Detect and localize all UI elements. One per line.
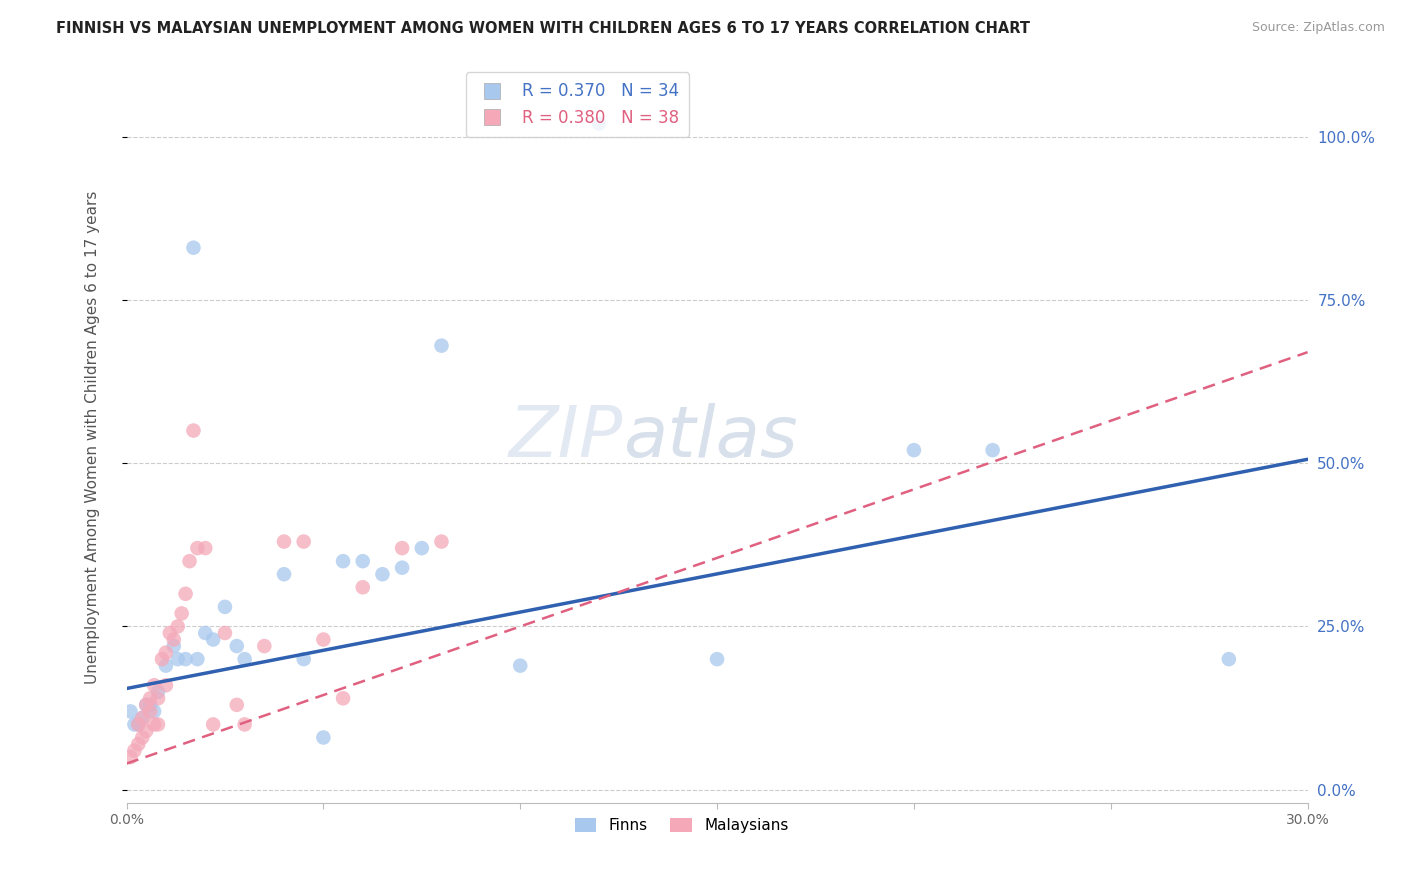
Point <box>155 646 177 660</box>
Point <box>163 632 186 647</box>
Point <box>273 534 295 549</box>
Point <box>225 639 247 653</box>
Point <box>150 652 173 666</box>
Point <box>143 678 166 692</box>
Text: ZIP: ZIP <box>508 402 623 472</box>
Point <box>166 619 188 633</box>
Point <box>352 554 374 568</box>
Point <box>179 554 201 568</box>
Point <box>127 717 149 731</box>
Point <box>706 652 728 666</box>
Point <box>155 658 177 673</box>
Point <box>903 443 925 458</box>
Point <box>292 652 315 666</box>
Point <box>143 717 166 731</box>
Point <box>135 698 157 712</box>
Point <box>411 541 433 555</box>
Point <box>312 731 335 745</box>
Point <box>194 541 217 555</box>
Text: Source: ZipAtlas.com: Source: ZipAtlas.com <box>1251 21 1385 34</box>
Point <box>253 639 276 653</box>
Point <box>186 652 208 666</box>
Point <box>214 599 236 614</box>
Point <box>139 691 162 706</box>
Point <box>174 652 197 666</box>
Point <box>170 607 193 621</box>
Point <box>186 541 208 555</box>
Y-axis label: Unemployment Among Women with Children Ages 6 to 17 years: Unemployment Among Women with Children A… <box>86 190 100 684</box>
Text: atlas: atlas <box>623 402 797 472</box>
Point <box>131 711 153 725</box>
Point <box>332 691 354 706</box>
Point <box>332 554 354 568</box>
Point <box>430 338 453 352</box>
Point <box>155 678 177 692</box>
Point <box>139 698 162 712</box>
Point <box>146 717 169 731</box>
Point <box>124 743 146 757</box>
Point <box>352 580 374 594</box>
Point <box>202 717 225 731</box>
Point <box>233 717 256 731</box>
Point <box>159 626 181 640</box>
Text: FINNISH VS MALAYSIAN UNEMPLOYMENT AMONG WOMEN WITH CHILDREN AGES 6 TO 17 YEARS C: FINNISH VS MALAYSIAN UNEMPLOYMENT AMONG … <box>56 21 1031 36</box>
Point <box>214 626 236 640</box>
Point <box>233 652 256 666</box>
Point <box>127 717 149 731</box>
Point <box>1218 652 1240 666</box>
Point <box>430 534 453 549</box>
Point <box>139 705 162 719</box>
Point <box>225 698 247 712</box>
Point <box>391 541 413 555</box>
Point <box>131 711 153 725</box>
Point <box>163 639 186 653</box>
Point <box>183 424 205 438</box>
Point <box>588 117 610 131</box>
Point <box>312 632 335 647</box>
Point <box>174 587 197 601</box>
Point <box>166 652 188 666</box>
Point <box>135 698 157 712</box>
Point <box>127 737 149 751</box>
Point <box>292 534 315 549</box>
Legend: Finns, Malaysians: Finns, Malaysians <box>568 812 794 839</box>
Point <box>981 443 1004 458</box>
Point <box>131 731 153 745</box>
Point <box>124 717 146 731</box>
Point <box>371 567 394 582</box>
Point <box>120 750 142 764</box>
Point <box>202 632 225 647</box>
Point <box>391 560 413 574</box>
Point <box>146 685 169 699</box>
Point <box>273 567 295 582</box>
Point <box>183 241 205 255</box>
Point <box>135 723 157 738</box>
Point <box>120 705 142 719</box>
Point <box>194 626 217 640</box>
Point <box>146 691 169 706</box>
Point <box>143 705 166 719</box>
Point <box>509 658 531 673</box>
